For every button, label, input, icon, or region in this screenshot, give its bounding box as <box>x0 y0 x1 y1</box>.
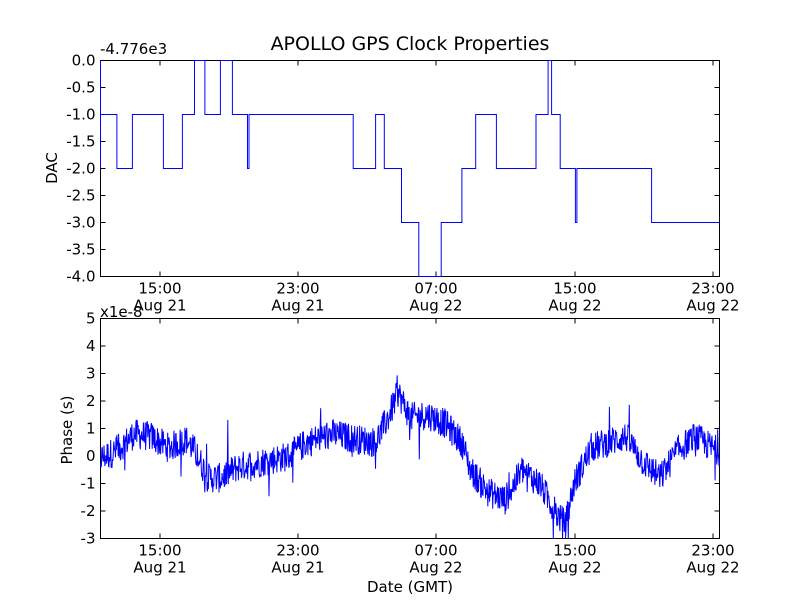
phase-xtick-time: 15:00 <box>553 542 596 560</box>
phase-y-ticks: 5 4 3 2 1 0 -1 -2 -3 <box>81 310 720 548</box>
phase-xtick-date: Aug 21 <box>133 559 186 577</box>
phase-xtick-date: Aug 22 <box>409 559 462 577</box>
phase-xtick-time: 15:00 <box>138 542 181 560</box>
dac-xtick-date: Aug 21 <box>271 297 324 315</box>
phase-ytick-label: 3 <box>86 365 96 383</box>
dac-xtick-date: Aug 22 <box>548 297 601 315</box>
dac-ytick-label: -3.0 <box>66 214 95 232</box>
dac-xtick-date: Aug 22 <box>686 297 739 315</box>
phase-xtick-date: Aug 21 <box>271 559 324 577</box>
chart-title: APOLLO GPS Clock Properties <box>271 33 550 55</box>
dac-ylabel: DAC <box>43 152 61 184</box>
dac-ytick-label: 0.0 <box>72 52 96 70</box>
dac-xtick-date: Aug 21 <box>133 297 186 315</box>
phase-ytick-label: 1 <box>86 420 96 438</box>
phase-xtick-time: 07:00 <box>414 542 457 560</box>
phase-ytick-label: 4 <box>86 337 96 355</box>
dac-xtick-time: 23:00 <box>276 280 319 298</box>
dac-y-ticks: 0.0 -0.5 -1.0 -1.5 -2.0 -2.5 -3.0 -3.5 -4.0 <box>66 52 720 286</box>
dac-xtick-time: 07:00 <box>414 280 457 298</box>
phase-offset-label: x1e-8 <box>100 303 143 321</box>
dac-xtick-date: Aug 22 <box>409 297 462 315</box>
phase-ytick-label: 2 <box>86 392 96 410</box>
dac-plot: -4.776e3 DAC 0.0 -0.5 -1.0 -1.5 -2.0 -2.5 -3.0… <box>43 40 740 315</box>
phase-ytick-label: -1 <box>81 475 96 493</box>
dac-ytick-label: -2.5 <box>66 187 95 205</box>
dac-xtick-time: 15:00 <box>138 280 181 298</box>
dac-ytick-label: -0.5 <box>66 79 95 97</box>
phase-xtick-time: 23:00 <box>691 542 734 560</box>
phase-xtick-date: Aug 22 <box>548 559 601 577</box>
dac-series-line <box>100 60 720 277</box>
phase-ytick-label: -2 <box>81 502 96 520</box>
phase-ytick-label: 0 <box>86 447 96 465</box>
x-axis-label: Date (GMT) <box>367 578 453 596</box>
dac-ytick-label: -4.0 <box>66 268 95 286</box>
phase-xtick-time: 23:00 <box>276 542 319 560</box>
dac-ytick-label: -3.5 <box>66 241 95 259</box>
phase-ytick-label: -3 <box>81 530 96 548</box>
dac-xtick-time: 15:00 <box>553 280 596 298</box>
phase-ylabel: Phase (s) <box>58 395 76 464</box>
dac-ytick-label: -2.0 <box>66 160 95 178</box>
phase-xtick-date: Aug 22 <box>686 559 739 577</box>
dac-offset-label: -4.776e3 <box>100 40 167 58</box>
dac-xtick-time: 23:00 <box>691 280 734 298</box>
phase-series-line <box>100 375 720 539</box>
dac-ytick-label: -1.5 <box>66 133 95 151</box>
phase-ytick-label: 5 <box>86 310 96 328</box>
dac-ytick-label: -1.0 <box>66 106 95 124</box>
